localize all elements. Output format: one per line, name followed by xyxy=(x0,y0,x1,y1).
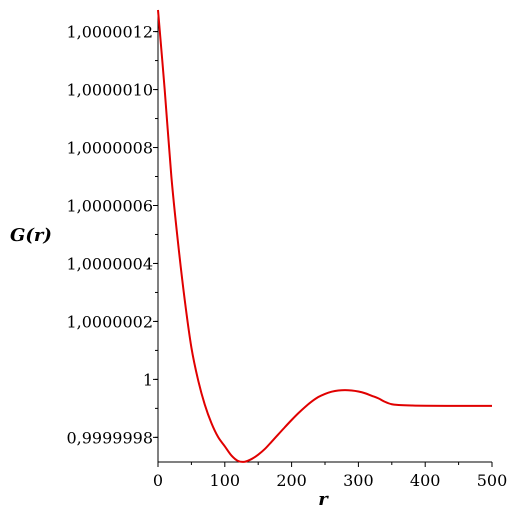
x-tick-label: 0 xyxy=(153,471,163,490)
tick-labels: 0,9999998 1 1,0000002 1,0000004 1,0000006 1,0… xyxy=(66,23,507,490)
x-tick-label: 400 xyxy=(410,471,441,490)
y-tick-label: 1,0000002 xyxy=(66,312,153,331)
x-axis-label: r xyxy=(318,489,329,507)
y-tick-label: 1,0000010 xyxy=(66,81,153,100)
x-tick-label: 500 xyxy=(477,471,508,490)
y-tick-label: 1,0000008 xyxy=(66,139,153,158)
x-tick-label: 100 xyxy=(210,471,241,490)
y-tick-label: 1 xyxy=(143,370,153,389)
series-line-g xyxy=(157,9,493,463)
ticks xyxy=(153,31,493,467)
y-tick-label: 1,0000012 xyxy=(66,23,153,42)
y-tick-label: 1,0000006 xyxy=(66,196,153,215)
x-tick-label: 300 xyxy=(343,471,374,490)
y-tick-label: 0,9999998 xyxy=(66,428,153,447)
x-tick-label: 200 xyxy=(276,471,307,490)
y-tick-label: 1,0000004 xyxy=(66,254,153,273)
y-axis-label: G(r) xyxy=(10,225,52,246)
